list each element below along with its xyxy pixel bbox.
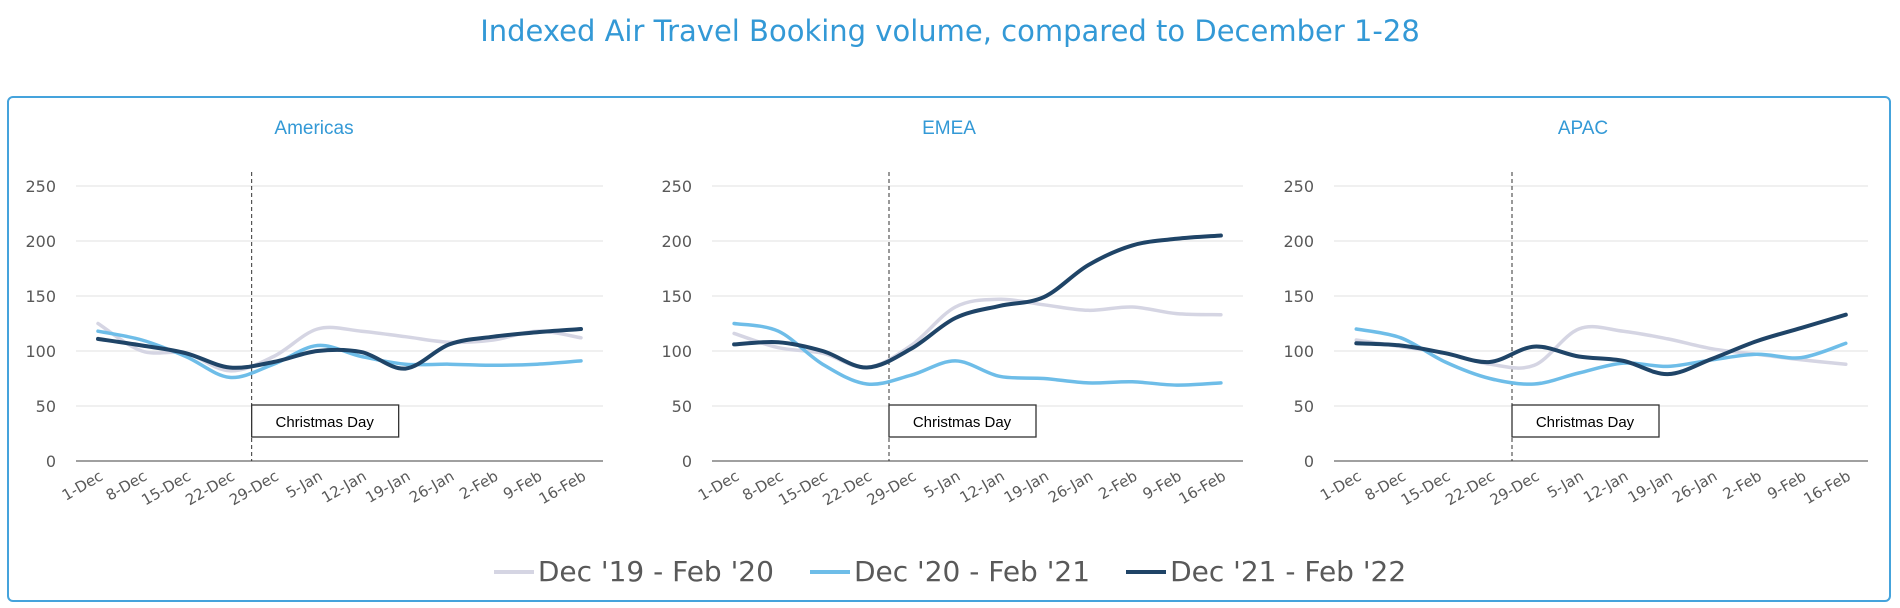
panel-title: Americas (274, 118, 353, 139)
legend-item-1: Dec '19 - Feb '20 (493, 555, 774, 588)
y-tick-label: 150 (1283, 287, 1314, 306)
y-tick-label: 200 (1283, 232, 1314, 251)
x-tick-label: 26-Jan (406, 467, 457, 507)
x-tick-label: 29-Dec (226, 467, 281, 509)
y-tick-label: 0 (1304, 452, 1314, 471)
panel-title: EMEA (922, 118, 976, 139)
legend-swatch-2 (809, 569, 850, 574)
x-tick-label: 29-Dec (864, 467, 919, 509)
x-tick-label: 2-Feb (456, 467, 501, 503)
y-tick-label: 250 (661, 177, 692, 196)
legend-label-3: Dec '21 - Feb '22 (1170, 555, 1407, 588)
series-line-1 (1354, 324, 1848, 370)
x-tick-label: 1-Dec (59, 467, 106, 505)
x-tick-label: 29-Dec (1487, 467, 1542, 509)
y-tick-label: 50 (1294, 397, 1314, 416)
x-tick-label: 26-Jan (1669, 467, 1720, 507)
legend-swatch-1 (493, 569, 534, 574)
legend-swatch-3 (1126, 569, 1167, 574)
x-tick-label: 2-Feb (1095, 467, 1140, 503)
y-tick-label: 50 (36, 397, 56, 416)
legend-label-1: Dec '19 - Feb '20 (537, 555, 774, 588)
y-tick-label: 0 (46, 452, 56, 471)
christmas-annotation-box (1511, 404, 1660, 438)
christmas-annotation-box (251, 404, 400, 438)
x-tick-label: 15-Dec (138, 467, 193, 509)
y-tick-label: 250 (1283, 177, 1314, 196)
x-tick-label: 22-Dec (820, 467, 875, 509)
series-line-2 (1354, 327, 1848, 386)
x-tick-label: 12-Jan (1580, 467, 1631, 507)
x-tick-label: 5-Jan (1544, 467, 1587, 502)
legend-label-2: Dec '20 - Feb '21 (853, 555, 1091, 588)
christmas-annotation-label: Christmas Day (913, 414, 1012, 431)
y-tick-label: 50 (672, 397, 692, 416)
christmas-annotation-label: Christmas Day (275, 414, 374, 431)
x-tick-label: 15-Dec (1398, 467, 1453, 509)
charts-frame (7, 96, 1891, 602)
x-tick-label: 16-Feb (536, 467, 589, 508)
x-tick-label: 19-Jan (1001, 467, 1052, 507)
y-tick-label: 250 (25, 177, 56, 196)
y-tick-label: 150 (25, 287, 56, 306)
y-tick-label: 0 (682, 452, 692, 471)
series-line-3 (1354, 312, 1848, 377)
x-tick-label: 26-Jan (1045, 467, 1096, 507)
x-tick-label: 2-Feb (1720, 467, 1765, 503)
series-line-1 (732, 297, 1223, 370)
x-tick-label: 19-Jan (1625, 467, 1676, 507)
x-tick-label: 16-Feb (1801, 467, 1854, 508)
y-tick-label: 150 (661, 287, 692, 306)
panel-title: APAC (1558, 118, 1608, 139)
series-line-2 (732, 321, 1223, 387)
x-tick-label: 1-Dec (695, 467, 742, 505)
series-line-3 (96, 327, 583, 371)
x-tick-label: 19-Jan (362, 467, 413, 507)
christmas-annotation-label: Christmas Day (1536, 414, 1635, 431)
y-tick-label: 200 (25, 232, 56, 251)
x-tick-label: 5-Jan (921, 467, 964, 502)
y-tick-label: 200 (661, 232, 692, 251)
x-tick-label: 16-Feb (1176, 467, 1229, 508)
legend-item-3: Dec '21 - Feb '22 (1126, 555, 1406, 588)
legend-item-2: Dec '20 - Feb '21 (809, 555, 1091, 588)
y-tick-label: 100 (1283, 342, 1314, 361)
main-title: Indexed Air Travel Booking volume, compa… (480, 14, 1420, 48)
legend: Dec '19 - Feb '20 Dec '20 - Feb '21 Dec … (0, 555, 1900, 588)
x-tick-label: 1-Dec (1317, 467, 1364, 505)
x-tick-label: 5-Jan (283, 467, 326, 502)
x-tick-label: 12-Jan (318, 467, 369, 507)
x-tick-label: 22-Dec (182, 467, 237, 509)
x-tick-label: 22-Dec (1442, 467, 1497, 509)
x-tick-label: 15-Dec (775, 467, 830, 509)
y-tick-label: 100 (25, 342, 56, 361)
series-line-3 (732, 233, 1223, 370)
x-tick-label: 12-Jan (957, 467, 1008, 507)
christmas-annotation-box (888, 404, 1037, 438)
y-tick-label: 100 (661, 342, 692, 361)
